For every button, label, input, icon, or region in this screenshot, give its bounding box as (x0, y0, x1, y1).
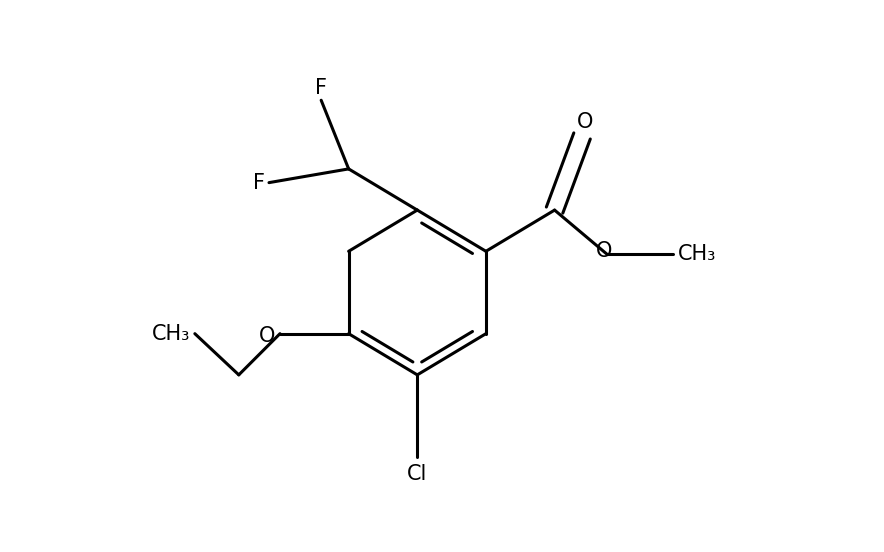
Text: Cl: Cl (408, 464, 428, 484)
Text: O: O (576, 112, 593, 131)
Text: CH₃: CH₃ (678, 244, 717, 264)
Text: O: O (596, 241, 613, 261)
Text: F: F (253, 173, 264, 193)
Text: O: O (259, 326, 276, 347)
Text: CH₃: CH₃ (152, 323, 190, 344)
Text: F: F (316, 77, 327, 98)
